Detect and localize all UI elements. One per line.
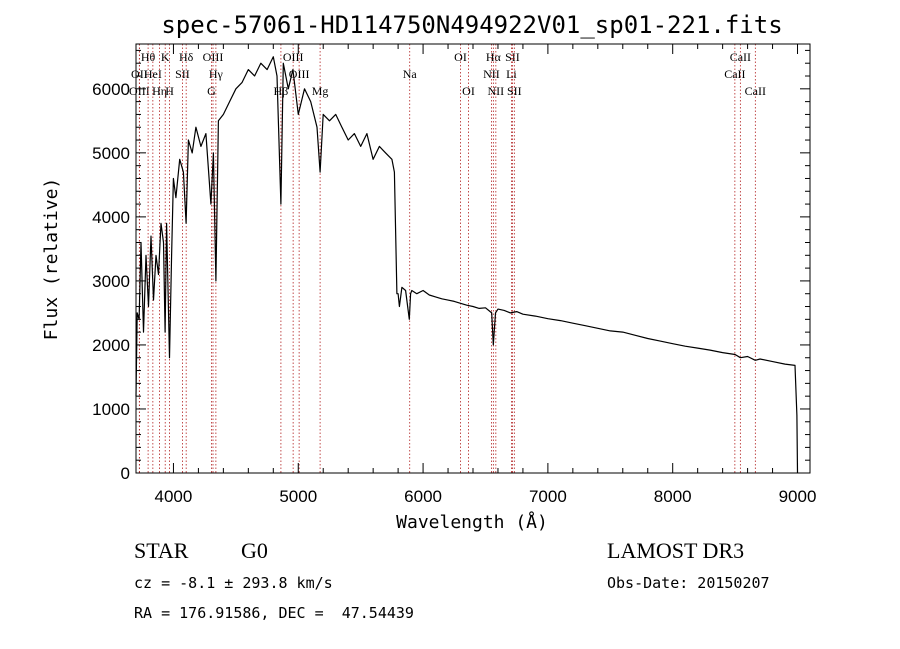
y-tick-label: 6000	[92, 80, 130, 99]
line-label: K	[161, 50, 170, 64]
y-tick-label: 4000	[92, 208, 130, 227]
y-tick-label: 1000	[92, 400, 130, 419]
line-label: Hη	[152, 84, 167, 98]
obs-date: Obs-Date: 20150207	[607, 574, 770, 592]
y-tick-label: 0	[121, 464, 130, 483]
line-label: SII	[505, 50, 520, 64]
x-tick-label: 9000	[779, 487, 817, 506]
line-label: Na	[403, 67, 418, 81]
line-label: Hα	[486, 50, 502, 64]
survey-name: LAMOST DR3	[607, 538, 745, 563]
y-tick-label: 2000	[92, 336, 130, 355]
line-label: OI	[462, 84, 475, 98]
x-tick-label: 6000	[404, 487, 442, 506]
line-label: OIII	[129, 84, 150, 98]
redshift-readout: cz = -8.1 ± 293.8 km/s	[134, 574, 333, 592]
line-label: Mg	[312, 84, 329, 98]
line-label: OIII	[203, 50, 224, 64]
x-tick-label: 7000	[529, 487, 567, 506]
line-label: OI	[454, 50, 467, 64]
line-label: NII	[488, 84, 505, 98]
x-tick-label: 5000	[279, 487, 317, 506]
line-label: SII	[175, 67, 190, 81]
line-label: CaII	[730, 50, 751, 64]
line-label: Hβ	[274, 84, 289, 98]
line-label: CaII	[724, 67, 745, 81]
object-type: STAR	[134, 538, 189, 563]
line-label: Hδ	[179, 50, 194, 64]
x-tick-label: 4000	[155, 487, 193, 506]
spectral-subclass: G0	[241, 538, 268, 563]
y-axis-label: Flux (relative)	[41, 178, 62, 341]
axes: 4000 5000 6000 7000 8000 9000 0 1000 2000 3000 400…	[92, 44, 816, 506]
chart-title: spec-57061-HD114750N494922V01_sp01-221.f…	[161, 11, 782, 39]
x-tick-label: 8000	[654, 487, 692, 506]
line-label: HeI	[144, 67, 162, 81]
line-label: G	[207, 84, 216, 98]
line-label: OII	[131, 67, 148, 81]
y-tick-label: 5000	[92, 144, 130, 163]
coordinates: RA = 176.91586, DEC = 47.54439	[134, 604, 414, 622]
y-tick-label: 3000	[92, 272, 130, 291]
spectrum-chart: spec-57061-HD114750N494922V01_sp01-221.f…	[41, 11, 816, 533]
line-label: CaII	[745, 84, 766, 98]
plot-frame	[135, 43, 811, 474]
x-axis-label: Wavelength (Å)	[396, 511, 548, 533]
spectrum-series	[135, 56, 799, 474]
line-label: H	[165, 84, 174, 98]
line-label: Li	[506, 67, 517, 81]
line-label: NII	[483, 67, 500, 81]
line-label: Hθ	[141, 50, 156, 64]
line-label: Hγ	[209, 67, 224, 81]
line-label: SII	[507, 84, 522, 98]
spectrum-line-0	[135, 56, 799, 474]
line-label: OIII	[283, 50, 304, 64]
